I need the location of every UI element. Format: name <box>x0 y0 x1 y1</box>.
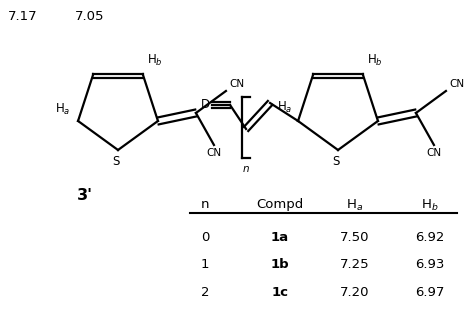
Text: D: D <box>201 99 210 111</box>
Text: 7.17: 7.17 <box>8 10 37 23</box>
Text: H$_a$: H$_a$ <box>346 198 364 213</box>
Text: 7.20: 7.20 <box>340 287 370 299</box>
Text: 1: 1 <box>201 258 209 272</box>
Text: CN: CN <box>449 79 464 89</box>
Text: CN: CN <box>229 79 244 89</box>
Text: 6.92: 6.92 <box>415 231 445 244</box>
Text: 6.97: 6.97 <box>415 287 445 299</box>
Text: 1b: 1b <box>271 258 289 272</box>
Text: H$_b$: H$_b$ <box>367 53 383 68</box>
Text: 1c: 1c <box>272 287 289 299</box>
Text: S: S <box>112 155 120 168</box>
Text: S: S <box>332 155 340 168</box>
Text: H$_b$: H$_b$ <box>146 53 163 68</box>
Text: H$_a$: H$_a$ <box>55 102 70 117</box>
Text: H$_b$: H$_b$ <box>421 198 439 213</box>
Text: Compd: Compd <box>256 198 304 211</box>
Text: 3': 3' <box>77 188 93 203</box>
Text: 7.50: 7.50 <box>340 231 370 244</box>
Text: CN: CN <box>427 148 441 158</box>
Text: 0: 0 <box>201 231 209 244</box>
Text: CN: CN <box>206 148 221 158</box>
Text: n: n <box>201 198 209 211</box>
Text: 7.25: 7.25 <box>340 258 370 272</box>
Text: 1a: 1a <box>271 231 289 244</box>
Text: 6.93: 6.93 <box>415 258 445 272</box>
Text: n: n <box>243 164 249 174</box>
Text: 2: 2 <box>201 287 209 299</box>
Text: 7.05: 7.05 <box>75 10 104 23</box>
Text: H$_a$: H$_a$ <box>277 100 292 115</box>
